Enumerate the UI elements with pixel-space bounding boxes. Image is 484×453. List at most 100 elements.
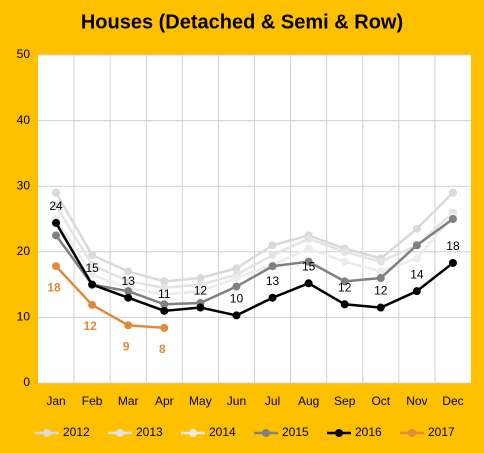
point — [52, 188, 61, 197]
data-label: 15 — [85, 261, 99, 275]
point — [268, 251, 277, 260]
point — [268, 293, 277, 302]
legend-label: 2014 — [209, 425, 236, 439]
data-label: 18 — [47, 280, 61, 294]
data-label: 15 — [302, 259, 316, 273]
series-line — [55, 217, 454, 306]
point — [88, 280, 97, 289]
point — [448, 188, 457, 197]
point — [160, 283, 169, 292]
x-tick-label: Sep — [334, 394, 356, 408]
point — [340, 277, 349, 286]
point — [52, 262, 61, 271]
point — [376, 267, 385, 276]
x-tick-label: Dec — [442, 394, 463, 408]
point — [340, 247, 349, 256]
x-tick-label: Aug — [298, 394, 319, 408]
point — [160, 306, 169, 315]
point — [268, 262, 277, 271]
x-tick-label: Apr — [155, 394, 174, 408]
series-line — [54, 191, 454, 283]
y-tick-label: 50 — [17, 47, 31, 61]
x-tick-label: Oct — [371, 394, 390, 408]
point — [412, 287, 421, 296]
point — [340, 300, 349, 309]
point — [124, 321, 133, 330]
data-label: 24 — [49, 199, 63, 213]
point — [304, 257, 313, 266]
point — [196, 303, 205, 312]
data-label: 12 — [83, 319, 97, 333]
point — [88, 251, 97, 260]
data-label: 13 — [122, 274, 136, 288]
point — [52, 218, 61, 227]
x-tick-label: Jan — [46, 394, 65, 408]
data-label: 10 — [230, 292, 244, 306]
point — [52, 201, 61, 210]
point — [412, 241, 421, 250]
series-line — [55, 265, 165, 330]
point — [232, 282, 241, 291]
point — [88, 270, 97, 279]
x-tick-label: Jun — [227, 394, 246, 408]
x-tick-label: Mar — [118, 394, 139, 408]
point — [196, 280, 205, 289]
legend-marker — [408, 429, 416, 437]
legend-label: 2015 — [282, 425, 309, 439]
point — [448, 215, 457, 223]
point — [88, 300, 97, 309]
point — [196, 274, 205, 283]
point — [196, 287, 205, 296]
series-line — [54, 205, 454, 290]
point — [412, 224, 421, 233]
chart-title: Houses (Detached & Semi & Row) — [81, 11, 403, 33]
y-tick-label: 20 — [17, 244, 31, 258]
y-tick-label: 0 — [23, 375, 30, 389]
point — [124, 293, 133, 302]
data-label: 18 — [446, 239, 460, 253]
legend-label: 2013 — [136, 425, 163, 439]
legend-marker — [43, 429, 51, 437]
x-tick-label: Nov — [406, 394, 427, 408]
point — [304, 279, 313, 288]
x-tick-label: Feb — [82, 394, 103, 408]
point — [232, 311, 241, 320]
point — [124, 277, 133, 286]
point — [268, 241, 277, 250]
legend-marker — [116, 429, 124, 437]
series-line — [54, 214, 454, 296]
data-label: 12 — [194, 284, 208, 298]
point — [88, 260, 97, 269]
legend-label: 2017 — [428, 425, 455, 439]
y-tick-label: 10 — [17, 310, 31, 324]
x-tick-label: Jul — [265, 394, 280, 408]
data-label: 12 — [374, 284, 388, 298]
legend-marker — [262, 429, 270, 437]
point — [160, 300, 169, 309]
series-line — [54, 222, 454, 317]
data-label: 11 — [158, 287, 171, 301]
point — [376, 274, 385, 283]
data-label: 8 — [159, 342, 166, 356]
data-label: 13 — [266, 274, 280, 288]
point — [376, 257, 385, 266]
point — [160, 290, 169, 299]
data-label: 9 — [123, 339, 130, 353]
point — [304, 244, 313, 253]
point — [232, 274, 241, 283]
legend-label: 2016 — [355, 425, 382, 439]
legend-marker — [335, 429, 343, 437]
legend-marker — [189, 429, 197, 437]
data-label: 12 — [338, 280, 352, 294]
point — [340, 257, 349, 266]
point — [124, 267, 133, 276]
legend-label: 2012 — [63, 425, 90, 439]
y-tick-label: 40 — [17, 113, 31, 127]
point — [412, 254, 421, 263]
y-tick-label: 30 — [17, 178, 31, 192]
point — [160, 323, 169, 332]
point — [160, 277, 169, 286]
data-label: 14 — [410, 267, 424, 281]
point — [124, 287, 133, 296]
